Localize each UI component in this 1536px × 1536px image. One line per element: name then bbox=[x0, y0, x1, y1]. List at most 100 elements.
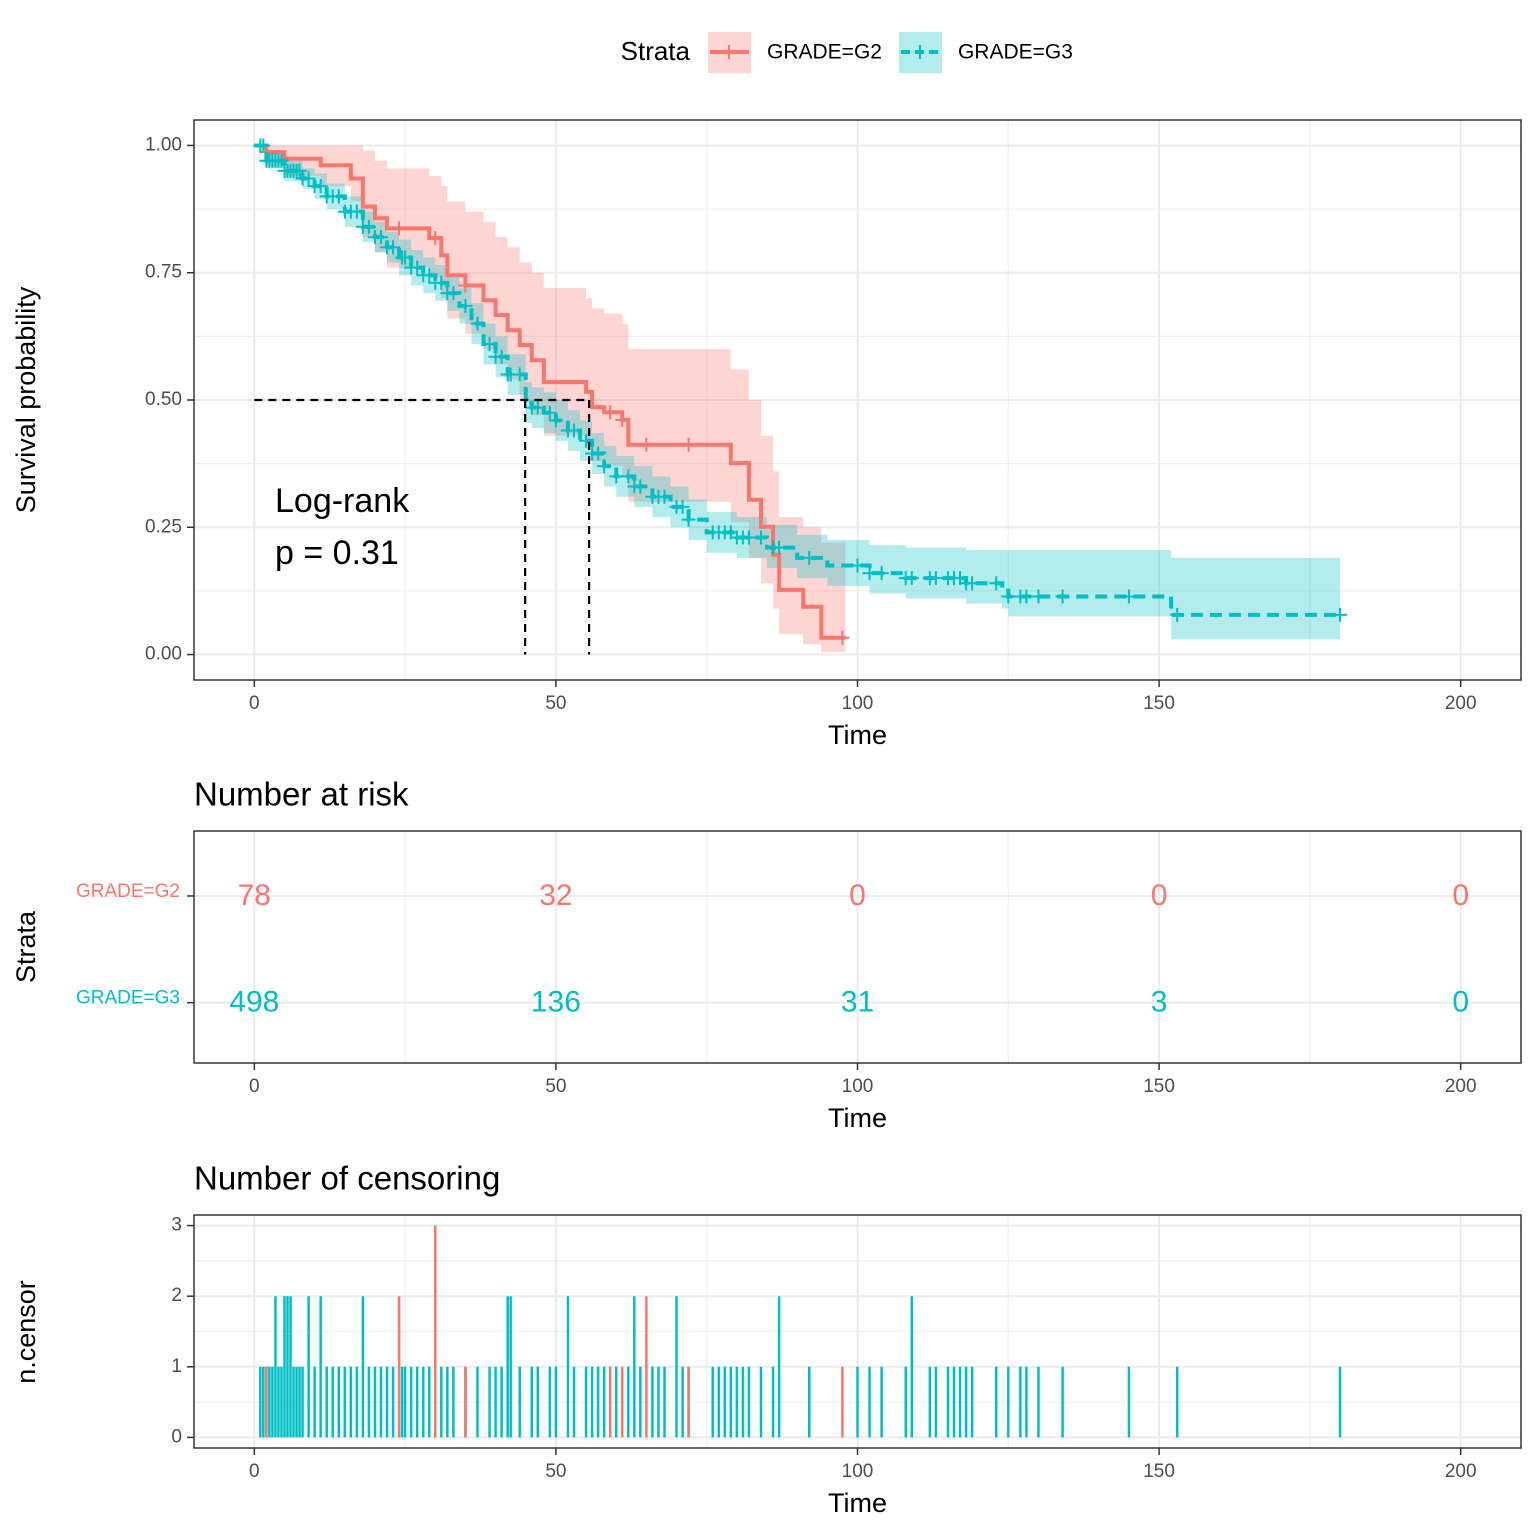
censor-mark bbox=[1170, 607, 1185, 622]
censor-mark bbox=[530, 400, 545, 415]
risk-count: 31 bbox=[841, 986, 874, 1019]
y-axis-title: Strata bbox=[11, 910, 41, 983]
censor-mark bbox=[681, 512, 696, 527]
x-tick-label: 200 bbox=[1445, 693, 1477, 714]
censor-mark bbox=[410, 260, 425, 275]
y-tick-label: 0 bbox=[171, 1426, 182, 1447]
censor-mark bbox=[482, 337, 497, 351]
y-tick-label: 2 bbox=[171, 1285, 182, 1306]
censor-mark bbox=[591, 446, 606, 461]
censor-mark bbox=[681, 437, 696, 452]
risk-count: 0 bbox=[1452, 986, 1469, 1019]
risk-count: 0 bbox=[1452, 879, 1469, 912]
censor-mark bbox=[989, 576, 1004, 591]
x-tick-label: 50 bbox=[545, 1076, 566, 1097]
annotation: p = 0.31 bbox=[275, 534, 399, 572]
censor-mark bbox=[386, 240, 401, 255]
legend-label: GRADE=G2 bbox=[767, 41, 882, 64]
censor-mark bbox=[301, 171, 316, 186]
censor-mark bbox=[392, 221, 407, 236]
censor-mark bbox=[313, 179, 328, 194]
x-tick-label: 50 bbox=[545, 1461, 566, 1482]
panel-border bbox=[193, 1214, 1522, 1449]
censor-mark bbox=[753, 530, 768, 545]
censor-mark bbox=[615, 412, 630, 427]
risk-count: 136 bbox=[531, 986, 581, 1019]
censor-mark bbox=[349, 204, 364, 219]
censor-mark bbox=[579, 433, 594, 448]
censor-mark bbox=[657, 489, 672, 504]
x-tick-label: 100 bbox=[842, 693, 874, 714]
censor-mark bbox=[928, 571, 943, 586]
risk-count: 3 bbox=[1151, 986, 1168, 1019]
censor-mark bbox=[597, 459, 612, 474]
censor-mark bbox=[331, 189, 346, 204]
censor-mark bbox=[274, 153, 289, 168]
x-tick-label: 200 bbox=[1445, 1461, 1477, 1482]
censor-mark bbox=[428, 231, 443, 246]
censor-mark bbox=[639, 437, 654, 452]
risk-count: 78 bbox=[238, 879, 271, 912]
censor-mark bbox=[609, 469, 624, 484]
y-axis-title: Survival probability bbox=[11, 286, 41, 513]
x-axis-title: Time bbox=[828, 1488, 887, 1518]
x-tick-label: 150 bbox=[1143, 693, 1175, 714]
x-tick-label: 0 bbox=[249, 1076, 260, 1097]
legend-title: Strata bbox=[621, 36, 691, 66]
x-axis-title: Time bbox=[828, 720, 887, 750]
x-tick-label: 100 bbox=[842, 1076, 874, 1097]
risk-count: 0 bbox=[1151, 879, 1168, 912]
censor-mark bbox=[373, 230, 388, 245]
censor-mark bbox=[422, 268, 437, 283]
panel-title: Number of censoring bbox=[194, 1160, 500, 1197]
risk-count: 32 bbox=[539, 879, 572, 912]
censor-mark bbox=[835, 630, 850, 645]
censor-mark bbox=[874, 566, 889, 581]
censor-mark bbox=[1031, 589, 1046, 604]
x-axis-title: Time bbox=[828, 1103, 887, 1133]
panel-border bbox=[193, 119, 1522, 681]
y-tick-label: 1.00 bbox=[145, 134, 182, 155]
censor-mark bbox=[675, 499, 690, 514]
risk-count: 0 bbox=[849, 879, 866, 912]
x-tick-label: 150 bbox=[1143, 1076, 1175, 1097]
x-tick-label: 50 bbox=[545, 693, 566, 714]
x-tick-label: 100 bbox=[842, 1461, 874, 1482]
censor-mark bbox=[512, 367, 527, 382]
censor-mark bbox=[850, 558, 865, 573]
y-tick-label: 0.50 bbox=[145, 389, 182, 410]
censor-mark bbox=[494, 349, 509, 364]
censor-mark bbox=[904, 571, 919, 586]
y-tick-label: 3 bbox=[171, 1215, 182, 1236]
risk-count: 498 bbox=[229, 986, 279, 1019]
x-tick-label: 0 bbox=[249, 693, 260, 714]
x-tick-label: 200 bbox=[1445, 1076, 1477, 1097]
censor-mark bbox=[1019, 589, 1034, 604]
censor-mark bbox=[603, 405, 618, 420]
plot-layers bbox=[194, 120, 1521, 1448]
censor-mark bbox=[772, 540, 787, 555]
censor-mark bbox=[1055, 589, 1070, 604]
censor-mark bbox=[802, 550, 817, 565]
row-label: GRADE=G2 bbox=[76, 881, 180, 902]
x-tick-label: 150 bbox=[1143, 1461, 1175, 1482]
censor-mark bbox=[361, 219, 376, 234]
censor-mark bbox=[621, 469, 636, 484]
y-tick-label: 0.75 bbox=[145, 262, 182, 283]
censor-mark bbox=[741, 530, 756, 545]
censor-mark bbox=[1001, 589, 1016, 604]
censor-mark bbox=[862, 566, 877, 581]
y-tick-label: 1 bbox=[171, 1356, 182, 1377]
censor-mark bbox=[1121, 589, 1136, 604]
censor-mark bbox=[446, 286, 461, 301]
y-tick-label: 0.25 bbox=[145, 516, 182, 537]
confidence-band bbox=[254, 145, 1341, 640]
censor-mark bbox=[458, 278, 473, 293]
censor-mark bbox=[548, 413, 563, 428]
row-label: GRADE=G3 bbox=[76, 988, 180, 1009]
survival-curve bbox=[254, 143, 846, 640]
censor-mark bbox=[633, 479, 648, 494]
legend-label: GRADE=G3 bbox=[958, 41, 1073, 64]
censor-mark bbox=[567, 423, 582, 438]
